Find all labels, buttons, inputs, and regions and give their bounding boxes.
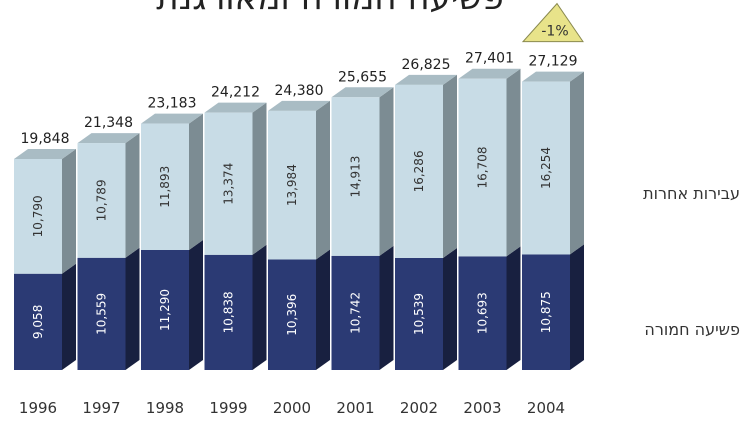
bar-side-lower: [125, 247, 140, 370]
value-label-upper: 13,984: [285, 164, 299, 206]
value-label-lower: 10,396: [285, 294, 299, 336]
bar-segment-lower: [268, 259, 316, 370]
year-tick-label: 1997: [82, 399, 120, 417]
total-label: 27,129: [529, 54, 578, 70]
value-label-upper: 10,789: [95, 179, 109, 221]
total-label: 19,848: [21, 131, 70, 147]
bar-side-upper: [443, 74, 457, 258]
bar-segment-upper: [331, 97, 380, 256]
bar-segment-lower: [77, 257, 126, 370]
year-tick-label: 1996: [19, 399, 57, 417]
total-label: 26,825: [402, 57, 451, 73]
chart-title: פשיעה חמורה ומאורגנת: [100, 0, 560, 18]
bar-segment-upper: [522, 81, 570, 255]
year-tick-label: 2004: [527, 399, 565, 417]
bar-side-upper: [252, 102, 267, 255]
bar-segment-lower: [458, 256, 507, 370]
year-tick-label: 1998: [146, 399, 184, 417]
bar-side-lower: [570, 244, 584, 370]
bar-side-lower: [252, 244, 267, 370]
year-tick-label: 2003: [463, 399, 501, 417]
bar-side-upper: [316, 100, 330, 260]
bar-top-face: [522, 71, 584, 82]
bar-top-face: [458, 68, 521, 79]
bar-side-upper: [570, 71, 584, 255]
value-label-upper: 16,254: [539, 147, 553, 189]
value-label-lower: 10,693: [476, 292, 490, 334]
total-label: 21,348: [84, 115, 133, 131]
bar-top-face: [14, 149, 76, 160]
bar-side-upper: [125, 133, 140, 258]
bar-segment-lower: [204, 254, 253, 370]
value-label-lower: 10,875: [539, 291, 553, 333]
bar-top-face: [268, 100, 330, 111]
value-label-lower: 11,290: [158, 289, 172, 331]
value-label-upper: 10,790: [31, 195, 45, 237]
total-label: 24,212: [211, 85, 260, 101]
bar-segment-lower: [395, 257, 443, 370]
bar-side-lower: [506, 246, 521, 370]
legend-upper-series: עבירות אחרות: [643, 184, 740, 203]
bar-side-upper: [189, 113, 203, 250]
bar-segment-upper: [141, 123, 189, 250]
bar-segment-upper: [204, 112, 253, 255]
annotation-label: -1%: [541, 24, 568, 40]
bar-top-face: [395, 74, 457, 85]
total-label: 27,401: [465, 51, 514, 67]
bar-segment-lower: [331, 255, 380, 370]
value-label-upper: 16,708: [476, 147, 490, 189]
bar-side-lower: [379, 245, 394, 370]
bar-side-upper: [379, 87, 394, 256]
bar-side-lower: [316, 249, 330, 370]
value-label-lower: 10,742: [349, 292, 363, 334]
value-label-upper: 13,374: [222, 163, 236, 205]
bar-segment-upper: [458, 78, 507, 257]
bar-side-upper: [62, 149, 76, 274]
value-label-lower: 10,838: [222, 291, 236, 333]
bar-top-face: [204, 102, 267, 113]
value-label-lower: 10,559: [95, 293, 109, 335]
year-tick-label: 2002: [400, 399, 438, 417]
bar-side-lower: [443, 247, 457, 370]
bar-side-upper: [506, 68, 521, 257]
bar-side-lower: [62, 263, 76, 370]
year-tick-label: 2000: [273, 399, 311, 417]
bar-segment-lower: [522, 254, 570, 370]
bar-segment-upper: [77, 143, 126, 258]
total-label: 24,380: [275, 83, 324, 99]
bar-segment-lower: [141, 249, 189, 370]
total-label: 25,655: [338, 69, 387, 85]
value-label-upper: 14,913: [349, 156, 363, 198]
bar-top-face: [77, 133, 140, 144]
value-label-upper: 11,893: [158, 166, 172, 208]
legend-lower-series: פשיעה חמורה: [644, 320, 740, 339]
value-label-upper: 16,286: [412, 150, 426, 192]
bar-top-face: [331, 87, 394, 98]
bar-segment-upper: [395, 84, 443, 258]
year-tick-label: 2001: [336, 399, 374, 417]
year-tick-label: 1999: [209, 399, 247, 417]
bar-top-face: [141, 113, 203, 124]
bar-segment-lower: [14, 273, 62, 370]
value-label-lower: 10,539: [412, 293, 426, 335]
value-label-lower: 9,058: [31, 305, 45, 339]
bar-side-lower: [189, 239, 203, 370]
bar-segment-upper: [268, 110, 316, 260]
total-label: 23,183: [148, 96, 197, 112]
annotation-triangle: [521, 2, 584, 43]
bar-segment-upper: [14, 159, 62, 274]
